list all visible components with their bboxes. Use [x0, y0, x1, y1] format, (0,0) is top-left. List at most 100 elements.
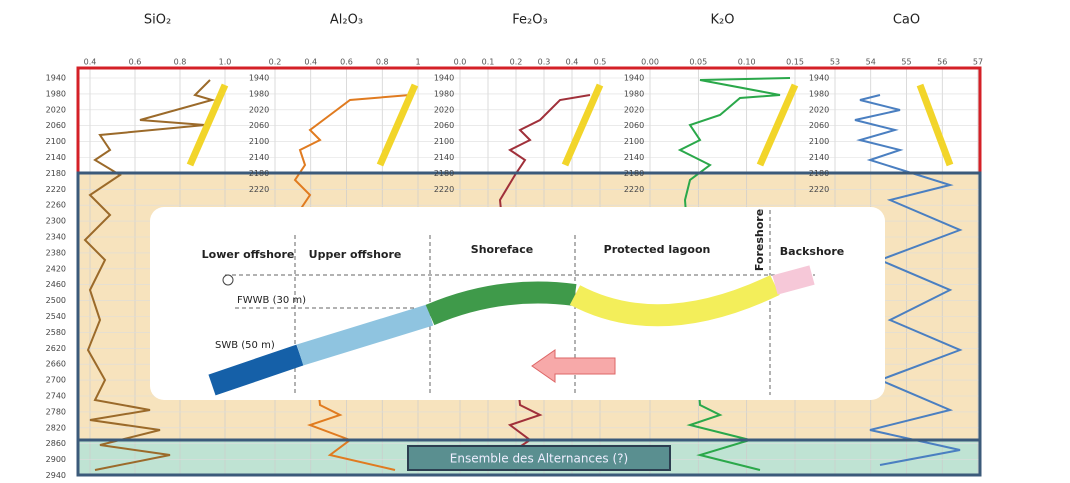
axis-tick-label: 55 [901, 58, 911, 67]
depth-label: 1940 [249, 74, 269, 83]
depth-label: 2220 [809, 185, 829, 194]
panel-title: Al₂O₃ [330, 13, 363, 28]
depth-label: 2140 [46, 153, 66, 162]
panel-title: CaO [893, 13, 920, 28]
axis-tick-label: 53 [830, 58, 840, 67]
depth-label: 2100 [624, 137, 644, 146]
depth-label: 2060 [434, 121, 454, 130]
depth-label: 2380 [46, 248, 66, 257]
axis-tick-label: 0.4 [84, 58, 97, 67]
depth-label: 2060 [624, 121, 644, 130]
depth-label: 2780 [46, 407, 66, 416]
panel-title: Fe₂O₃ [512, 13, 547, 28]
depth-label: 2220 [249, 185, 269, 194]
depth-label: 2140 [434, 153, 454, 162]
depth-label: 2140 [249, 153, 269, 162]
depth-label: 2700 [46, 376, 66, 385]
depth-label: 2540 [46, 312, 66, 321]
zone-label: Lower offshore [202, 248, 295, 261]
axis-tick-label: 0.10 [738, 58, 756, 67]
depth-label: 2220 [434, 185, 454, 194]
depth-label: 2220 [46, 185, 66, 194]
depth-label: 2020 [809, 105, 829, 114]
depth-label: 2180 [809, 169, 829, 178]
depth-label: 2180 [624, 169, 644, 178]
axis-tick-label: 0.05 [689, 58, 707, 67]
sio2-curve [83, 79, 216, 471]
depth-label: 2060 [46, 121, 66, 130]
depth-label: 2900 [46, 455, 66, 464]
depth-label: 2740 [46, 392, 66, 401]
depth-label: 1940 [624, 74, 644, 83]
depth-label: 2260 [46, 201, 66, 210]
axis-tick-label: 56 [937, 58, 947, 67]
al2o3-curve [293, 94, 411, 471]
depth-label: 2820 [46, 423, 66, 432]
depth-label: 1980 [434, 89, 454, 98]
axis-tick-label: 1 [415, 58, 420, 67]
depth-label: 2140 [624, 153, 644, 162]
axis-tick-label: 0.8 [174, 58, 187, 67]
depth-label: 1980 [809, 89, 829, 98]
panel-title: K₂O [711, 13, 735, 28]
axis-tick-label: 0.15 [786, 58, 804, 67]
depth-label: 1940 [434, 74, 454, 83]
depth-label: 2500 [46, 296, 66, 305]
unit-label: Ensemble des Alternances (?) [450, 452, 628, 466]
lower-box [76, 171, 982, 477]
depth-label: 2020 [249, 105, 269, 114]
depth-label: 2020 [46, 105, 66, 114]
depth-label: 2060 [249, 121, 269, 130]
depth-label: 2180 [249, 169, 269, 178]
depth-label: 1980 [624, 89, 644, 98]
depth-label: 2020 [434, 105, 454, 114]
depth-label: 2180 [46, 169, 66, 178]
axis-tick-label: 57 [973, 58, 983, 67]
zone-label: Protected lagoon [604, 243, 711, 256]
axis-tick-label: 0.2 [269, 58, 282, 67]
axis-tick-label: 0.5 [594, 58, 607, 67]
arrow [531, 349, 616, 383]
depth-label: 2100 [434, 137, 454, 146]
fe2o3-curve [497, 94, 591, 471]
depth-label: 2100 [249, 137, 269, 146]
trend-bars [186, 83, 954, 167]
depth-label: 2020 [624, 105, 644, 114]
depth-label: 2100 [809, 137, 829, 146]
depth-label: 2940 [46, 471, 66, 480]
zone-label: Foreshore [753, 209, 766, 271]
depth-label: 2220 [624, 185, 644, 194]
axis-tick-label: 0.1 [482, 58, 495, 67]
axis-tick-label: 0.6 [340, 58, 353, 67]
axis-tick-label: 0.0 [454, 58, 467, 67]
depth-label: 1980 [46, 89, 66, 98]
depth-label: 1980 [249, 89, 269, 98]
k2o-curve [677, 77, 791, 471]
depth-label: 2580 [46, 328, 66, 337]
depth-label: 2420 [46, 264, 66, 273]
log-curves [83, 77, 963, 471]
axis-tick-label: 0.4 [304, 58, 317, 67]
depth-label: 2860 [46, 439, 66, 448]
axis-tick-label: 0.4 [566, 58, 579, 67]
axis-tick-label: 1.0 [219, 58, 232, 67]
unit-label-box [407, 445, 671, 471]
depth-label: 2100 [46, 137, 66, 146]
zone-label: Backshore [780, 245, 844, 258]
axis-tick-label: 0.00 [641, 58, 659, 67]
axis-tick-label: 0.3 [538, 58, 551, 67]
axis-tick-label: 0.2 [510, 58, 523, 67]
cao-curve [854, 94, 963, 466]
depth-label: 2140 [809, 153, 829, 162]
depth-label: 2460 [46, 280, 66, 289]
panel-title: SiO₂ [144, 13, 171, 28]
depth-label: 2660 [46, 360, 66, 369]
zone-label: Shoreface [471, 243, 533, 256]
swb-label: SWB (50 m) [215, 340, 275, 351]
axis-tick-label: 0.6 [129, 58, 142, 67]
zone-label: Upper offshore [309, 248, 402, 261]
fwwb-label: FWWB (30 m) [237, 295, 306, 306]
depth-label: 2060 [809, 121, 829, 130]
depth-label: 2300 [46, 217, 66, 226]
